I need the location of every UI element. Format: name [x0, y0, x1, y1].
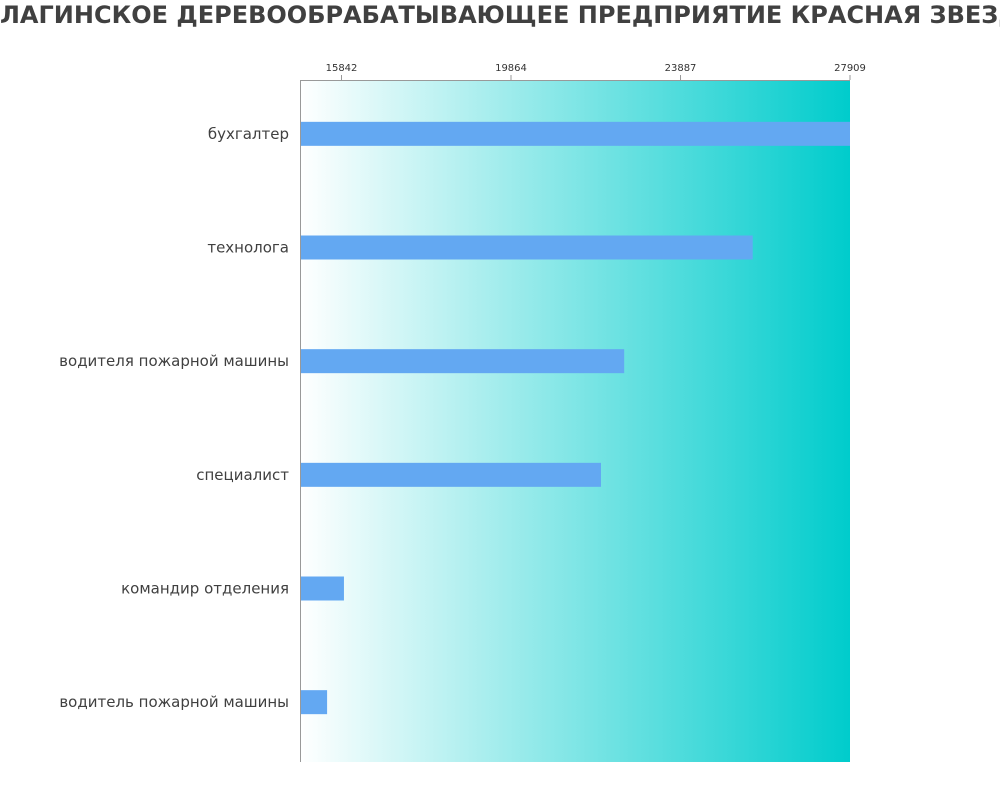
bar	[300, 121, 850, 146]
x-tick-label: 27909	[834, 63, 866, 74]
bar	[300, 235, 753, 260]
bar	[300, 349, 625, 374]
category-label: специалист	[196, 466, 289, 484]
x-tick-label: 15842	[326, 63, 358, 74]
category-label: бухгалтер	[208, 125, 289, 143]
chart-title: ЛАГИНСКОЕ ДЕРЕВООБРАБАТЫВАЮЩЕЕ ПРЕДПРИЯТ…	[0, 1, 1000, 29]
category-label: технолога	[207, 239, 289, 257]
x-tick-label: 23887	[665, 63, 697, 74]
category-label: командир отделения	[121, 580, 289, 598]
plot-background	[300, 80, 850, 762]
bar	[300, 690, 328, 715]
category-label: водителя пожарной машины	[59, 352, 289, 370]
x-tick-label: 19864	[495, 63, 527, 74]
bar	[300, 576, 344, 601]
category-label: водитель пожарной машины	[59, 693, 289, 711]
bar	[300, 462, 601, 487]
